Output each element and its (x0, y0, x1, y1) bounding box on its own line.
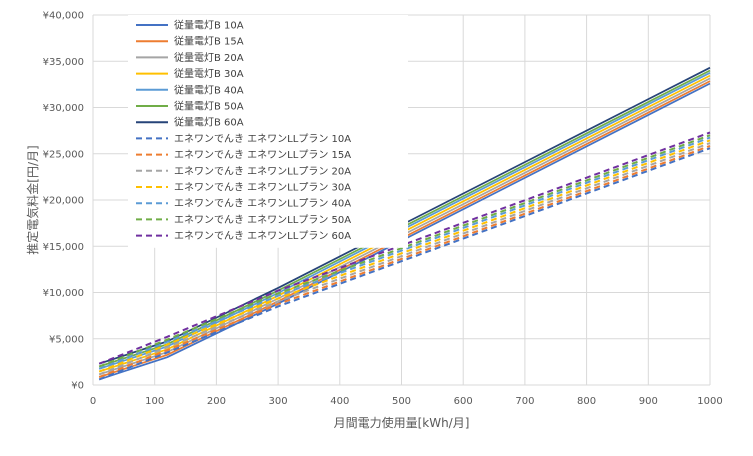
x-tick-label: 400 (330, 396, 349, 407)
x-tick-label: 0 (90, 396, 96, 407)
y-tick-label: ¥5,000 (49, 334, 84, 345)
y-tick-label: ¥40,000 (43, 11, 84, 22)
legend-background (128, 15, 408, 248)
y-tick-label: ¥30,000 (43, 103, 84, 114)
x-tick-label: 700 (515, 396, 534, 407)
series-line-8 (98, 147, 711, 381)
legend-label: エネワンでんき エネワンLLプラン 50A (174, 214, 351, 226)
legend-label: エネワンでんき エネワンLLプラン 15A (174, 149, 351, 161)
legend-label: 従量電灯B 10A (174, 19, 244, 32)
x-axis-title: 月間電力使用量[kWh/月] (334, 415, 470, 430)
axes: ¥0 ¥5,000 ¥10,000 ¥15,000 ¥20,000 ¥25,000 ¥30,… (25, 11, 723, 431)
series-line-10 (98, 142, 711, 376)
series-line-14 (98, 131, 711, 365)
legend-label: 従量電灯B 20A (174, 51, 244, 64)
legend-label: エネワンでんき エネワンLLプラン 40A (174, 198, 351, 210)
legend-label: 従量電灯B 30A (174, 67, 244, 80)
x-tick-label: 300 (269, 396, 288, 407)
legend-label: エネワンでんき エネワンLLプラン 20A (174, 165, 351, 177)
y-tick-label: ¥0 (71, 381, 84, 392)
legend-label: エネワンでんき エネワンLLプラン 10A (174, 133, 351, 145)
y-tick-label: ¥35,000 (43, 57, 84, 68)
legend-label: エネワンでんき エネワンLLプラン 60A (174, 230, 351, 242)
y-tick-label: ¥25,000 (43, 149, 84, 160)
y-tick-label: ¥15,000 (43, 242, 84, 253)
legend-label: 従量電灯B 40A (174, 83, 244, 96)
series-line-9 (98, 144, 711, 379)
legend: 従量電灯B 10A 従量電灯B 15A 従量電灯B 20A 従量電灯B 30A 従量電灯… (128, 15, 408, 248)
x-tick-label: 800 (577, 396, 596, 407)
x-tick-label: 1000 (697, 396, 722, 407)
x-tick-label: 900 (639, 396, 658, 407)
series-line-13 (98, 134, 711, 368)
series-line-12 (98, 136, 711, 370)
series-lines (98, 66, 711, 381)
legend-label: 従量電灯B 50A (174, 100, 244, 113)
y-tick-label: ¥10,000 (43, 288, 84, 299)
y-tick-label: ¥20,000 (43, 196, 84, 207)
x-tick-label: 200 (207, 396, 226, 407)
legend-label: エネワンでんき エネワンLLプラン 30A (174, 182, 351, 194)
series-line-11 (98, 139, 711, 373)
y-axis-title: 推定電気料金[円/月] (25, 145, 40, 254)
x-tick-label: 100 (145, 396, 164, 407)
legend-label: 従量電灯B 60A (174, 116, 244, 129)
x-tick-label: 500 (392, 396, 411, 407)
x-tick-label: 600 (454, 396, 473, 407)
legend-label: 従量電灯B 15A (174, 35, 244, 48)
